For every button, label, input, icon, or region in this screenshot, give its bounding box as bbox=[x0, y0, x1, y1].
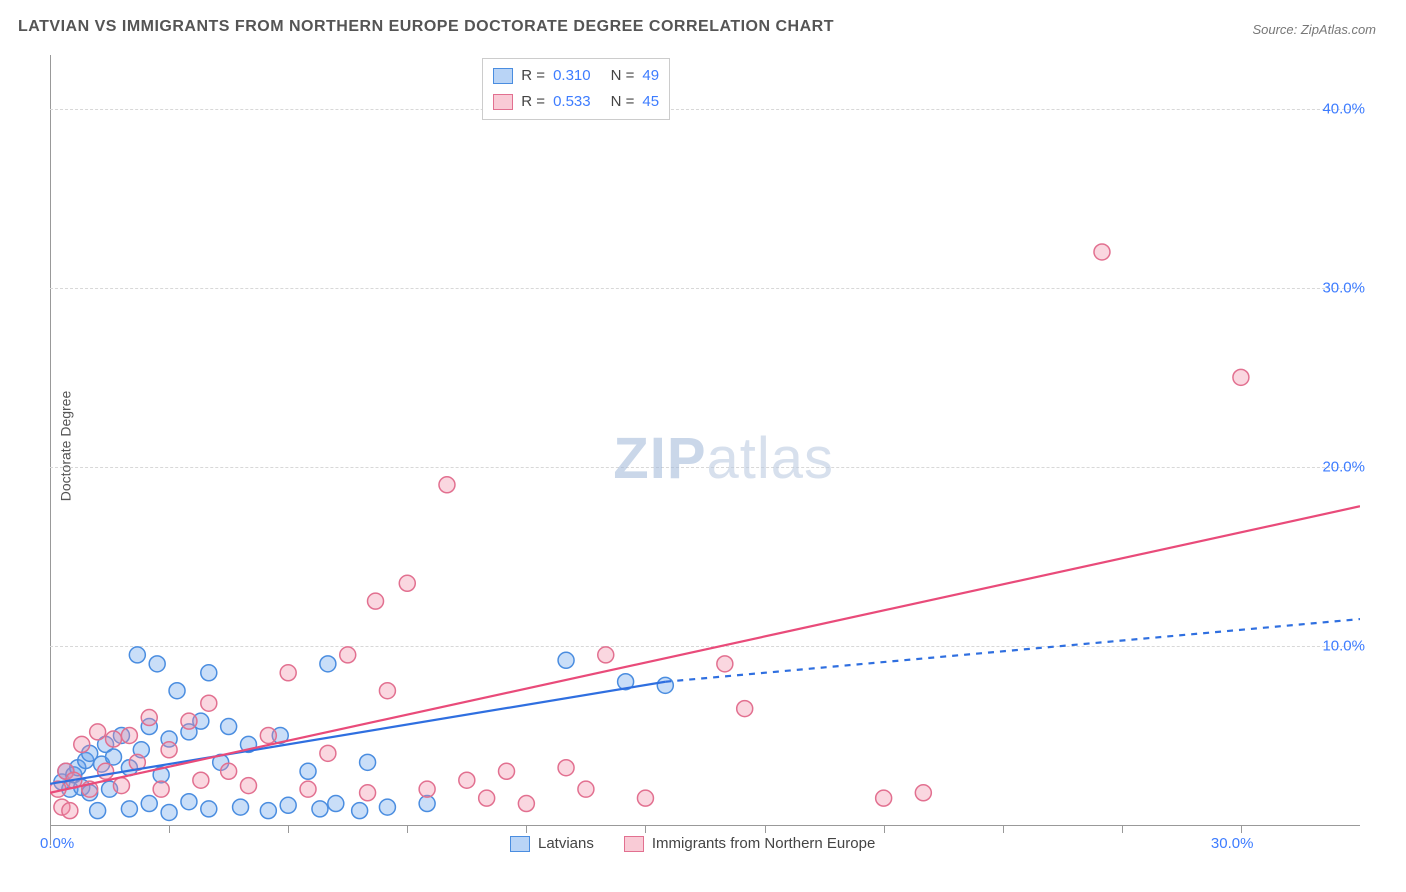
data-point bbox=[360, 785, 376, 801]
data-point bbox=[439, 477, 455, 493]
correlation-legend: R = 0.310N = 49R = 0.533N = 45 bbox=[482, 58, 670, 120]
data-point bbox=[62, 803, 78, 819]
legend-swatch-icon bbox=[510, 836, 530, 852]
data-point bbox=[153, 781, 169, 797]
data-point bbox=[320, 745, 336, 761]
legend-row: R = 0.533N = 45 bbox=[493, 89, 659, 115]
x-axis-line bbox=[50, 825, 1360, 826]
data-point bbox=[260, 803, 276, 819]
data-point bbox=[74, 736, 90, 752]
x-tick-mark bbox=[1122, 825, 1123, 833]
x-tick-mark bbox=[169, 825, 170, 833]
data-point bbox=[121, 727, 137, 743]
scatter-plot-svg bbox=[50, 55, 1360, 845]
data-point bbox=[260, 727, 276, 743]
legend-row: R = 0.310N = 49 bbox=[493, 63, 659, 89]
data-point bbox=[352, 803, 368, 819]
x-tick-mark bbox=[407, 825, 408, 833]
data-point bbox=[141, 796, 157, 812]
x-tick-mark bbox=[1003, 825, 1004, 833]
data-point bbox=[657, 677, 673, 693]
data-point bbox=[161, 742, 177, 758]
data-point bbox=[141, 710, 157, 726]
data-point bbox=[98, 763, 114, 779]
data-point bbox=[113, 778, 129, 794]
data-point bbox=[737, 701, 753, 717]
x-tick-mark bbox=[288, 825, 289, 833]
legend-swatch-icon bbox=[493, 94, 513, 110]
data-point bbox=[1094, 244, 1110, 260]
x-tick-mark bbox=[645, 825, 646, 833]
data-point bbox=[240, 778, 256, 794]
legend-item: Latvians bbox=[510, 835, 594, 852]
data-point bbox=[499, 763, 515, 779]
data-point bbox=[399, 575, 415, 591]
data-point bbox=[368, 593, 384, 609]
data-point bbox=[201, 801, 217, 817]
data-point bbox=[181, 794, 197, 810]
source-attribution: Source: ZipAtlas.com bbox=[1252, 22, 1376, 37]
data-point bbox=[90, 724, 106, 740]
data-point bbox=[598, 647, 614, 663]
data-point bbox=[149, 656, 165, 672]
chart-title: LATVIAN VS IMMIGRANTS FROM NORTHERN EURO… bbox=[18, 18, 834, 36]
data-point bbox=[90, 803, 106, 819]
data-point bbox=[320, 656, 336, 672]
data-point bbox=[280, 797, 296, 813]
data-point bbox=[479, 790, 495, 806]
data-point bbox=[300, 781, 316, 797]
data-point bbox=[221, 719, 237, 735]
data-point bbox=[379, 683, 395, 699]
series-legend: Latvians Immigrants from Northern Europe bbox=[510, 835, 875, 852]
data-point bbox=[106, 749, 122, 765]
x-tick-mark bbox=[1241, 825, 1242, 833]
data-point bbox=[717, 656, 733, 672]
data-point bbox=[106, 731, 122, 747]
data-point bbox=[233, 799, 249, 815]
regression-line bbox=[50, 506, 1360, 793]
x-tick-mark bbox=[526, 825, 527, 833]
data-point bbox=[280, 665, 296, 681]
data-point bbox=[578, 781, 594, 797]
data-point bbox=[379, 799, 395, 815]
data-point bbox=[518, 796, 534, 812]
data-point bbox=[312, 801, 328, 817]
data-point bbox=[129, 647, 145, 663]
x-tick-mark bbox=[765, 825, 766, 833]
x-tick-mark bbox=[884, 825, 885, 833]
chart-plot-area: 10.0%20.0%30.0%40.0% ZIPatlas R = 0.310N… bbox=[50, 55, 1360, 845]
data-point bbox=[161, 804, 177, 820]
data-point bbox=[876, 790, 892, 806]
data-point bbox=[340, 647, 356, 663]
legend-item: Immigrants from Northern Europe bbox=[624, 835, 875, 852]
data-point bbox=[328, 796, 344, 812]
data-point bbox=[360, 754, 376, 770]
data-point bbox=[459, 772, 475, 788]
data-point bbox=[121, 801, 137, 817]
data-point bbox=[193, 772, 209, 788]
data-point bbox=[915, 785, 931, 801]
regression-line-dashed bbox=[665, 619, 1360, 682]
x-tick-label: 0.0% bbox=[40, 835, 74, 852]
legend-swatch-icon bbox=[493, 68, 513, 84]
data-point bbox=[558, 760, 574, 776]
data-point bbox=[169, 683, 185, 699]
data-point bbox=[558, 652, 574, 668]
x-tick-label: 30.0% bbox=[1211, 835, 1254, 852]
data-point bbox=[201, 695, 217, 711]
data-point bbox=[181, 713, 197, 729]
data-point bbox=[300, 763, 316, 779]
data-point bbox=[221, 763, 237, 779]
data-point bbox=[201, 665, 217, 681]
data-point bbox=[1233, 369, 1249, 385]
data-point bbox=[637, 790, 653, 806]
legend-swatch-icon bbox=[624, 836, 644, 852]
data-point bbox=[419, 781, 435, 797]
